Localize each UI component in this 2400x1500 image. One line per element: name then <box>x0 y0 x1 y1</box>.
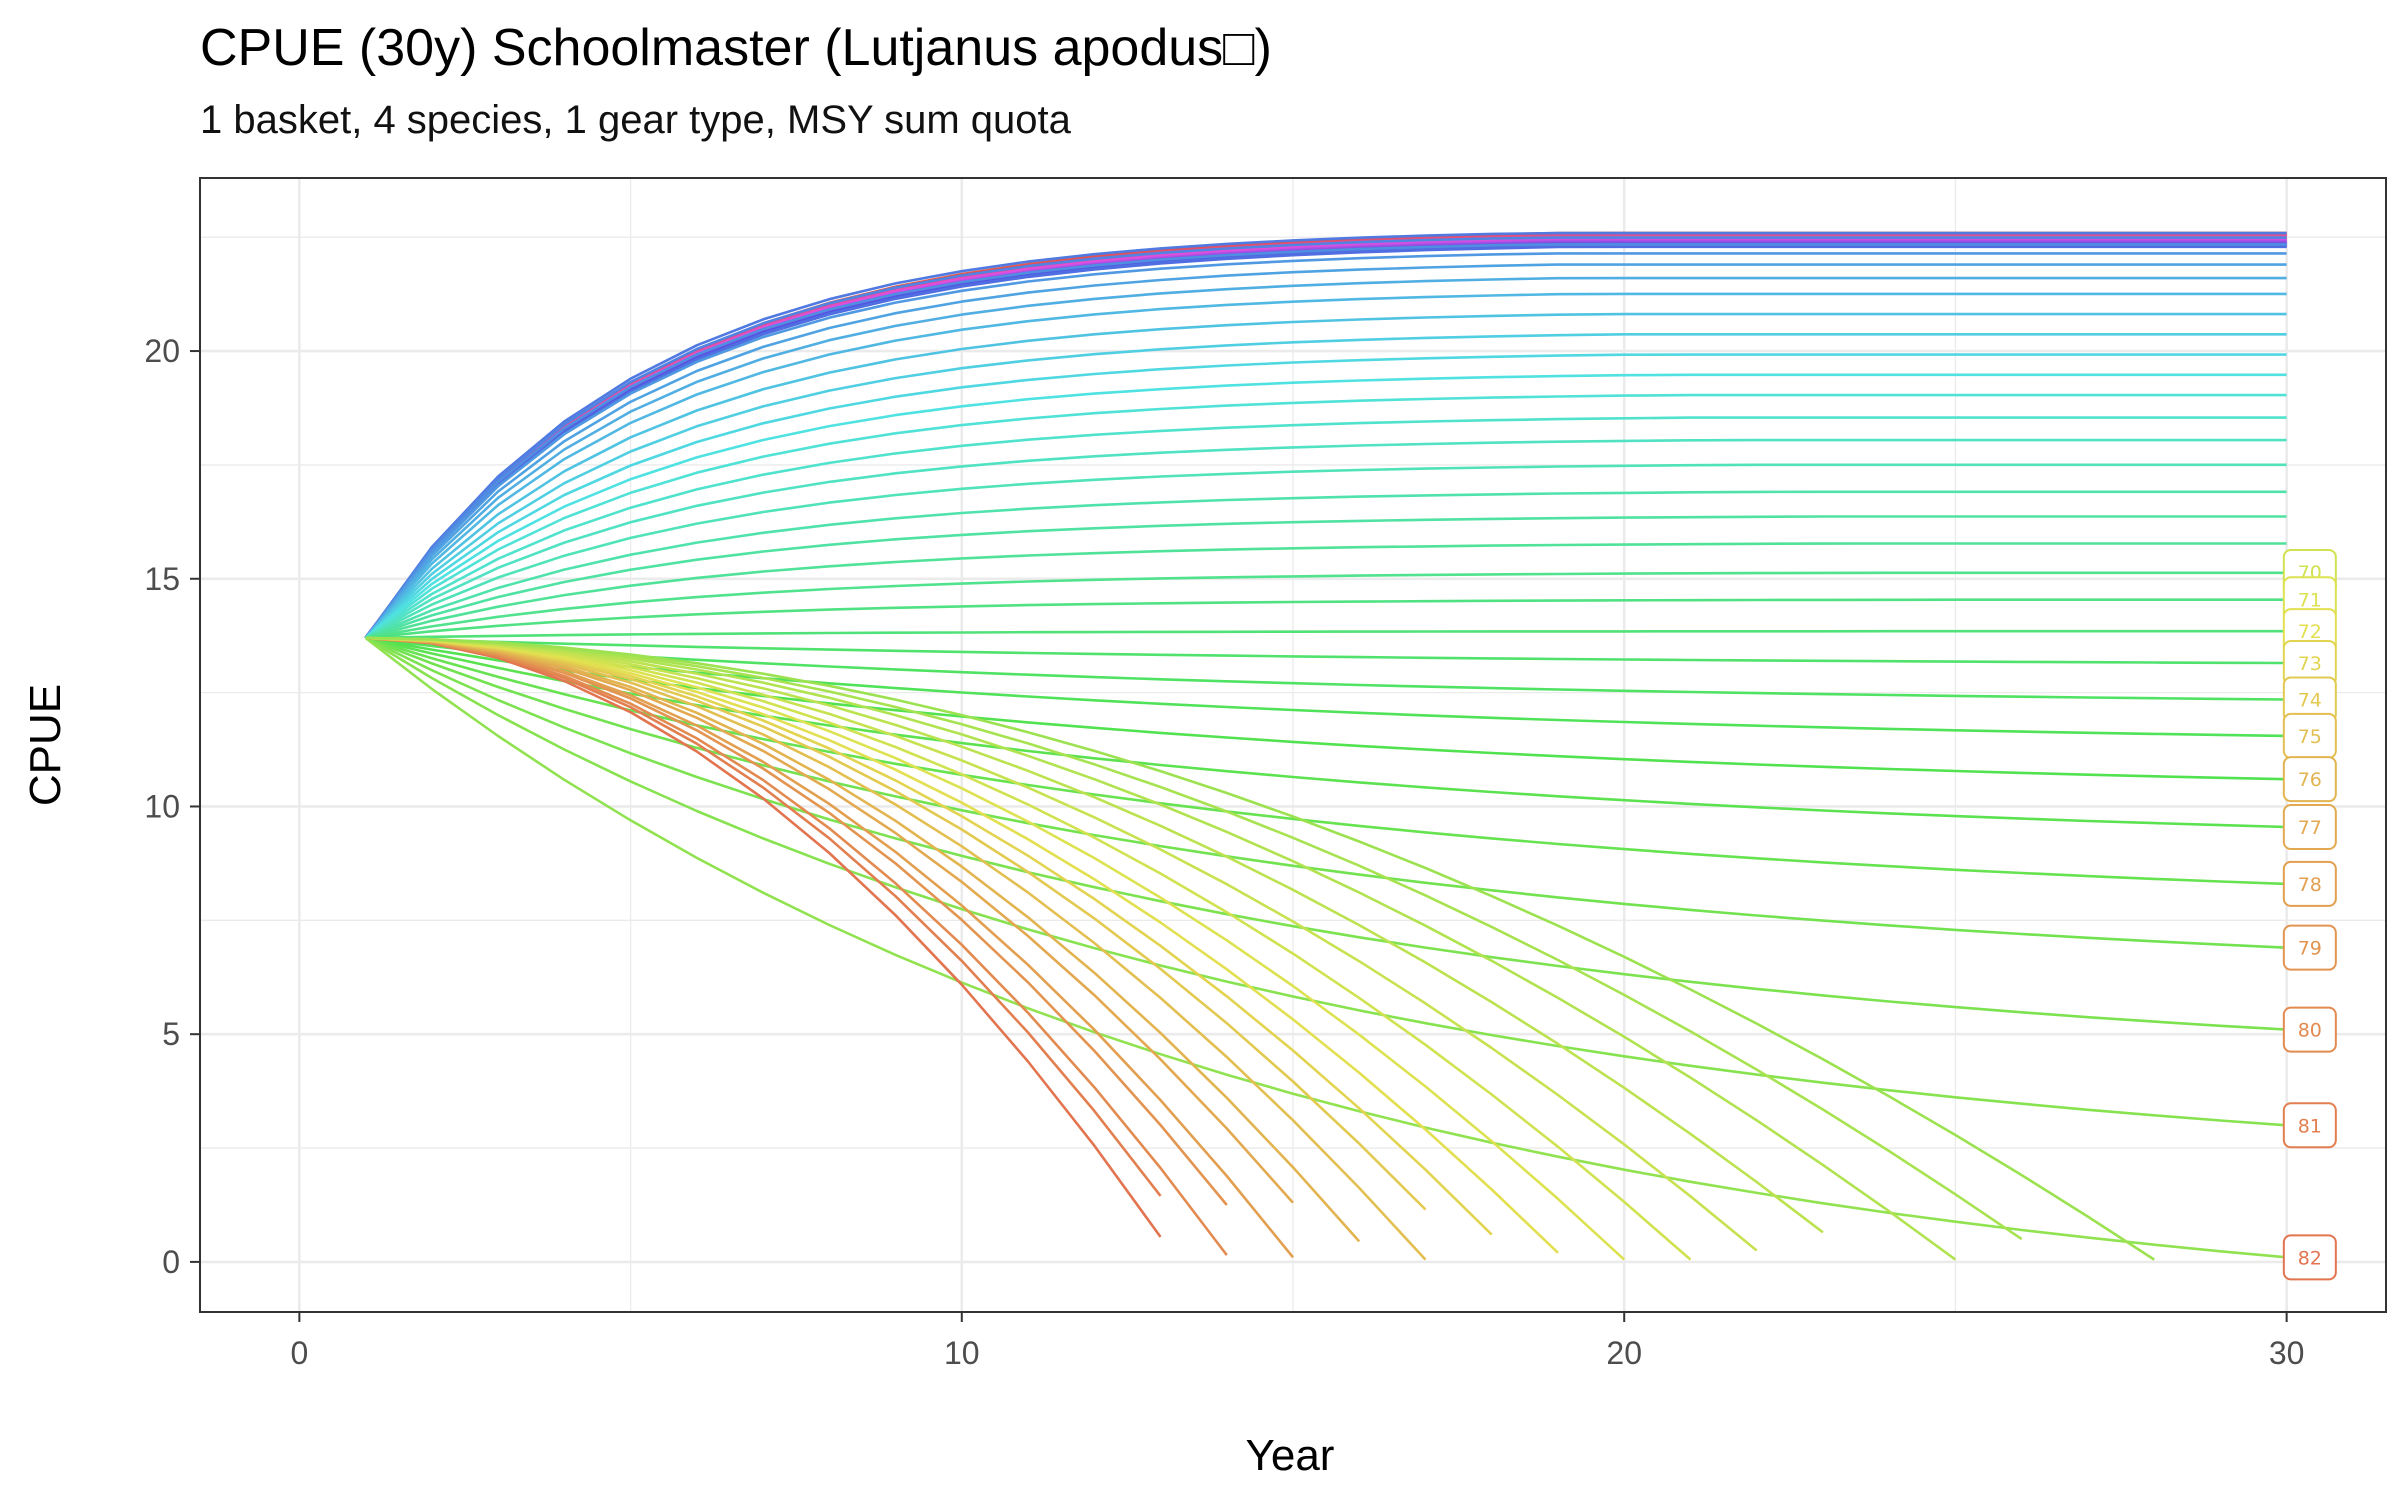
end-label-text: 74 <box>2298 689 2322 711</box>
end-label: 75 <box>2282 712 2337 759</box>
end-label-text: 76 <box>2298 769 2322 791</box>
series-line <box>365 636 1427 1261</box>
series-line <box>364 416 2287 640</box>
end-label: 76 <box>2282 756 2337 803</box>
series-line <box>364 438 2287 640</box>
end-label-text: 77 <box>2298 817 2322 839</box>
y-axis-title: CPUE <box>21 684 70 806</box>
end-label-box <box>2282 1234 2337 1281</box>
series-line <box>365 636 1295 1259</box>
end-label-text: 71 <box>2298 589 2322 611</box>
series-line <box>365 636 1626 1261</box>
series-line <box>364 393 2287 640</box>
end-label-text: 78 <box>2298 874 2322 896</box>
y-tick-label: 0 <box>162 1244 180 1280</box>
end-label: 74 <box>2282 676 2337 723</box>
y-tick-label: 5 <box>162 1016 180 1052</box>
end-label: 82 <box>2282 1234 2337 1281</box>
series-line <box>364 636 2287 1259</box>
series-line <box>365 636 2023 1241</box>
end-label: 81 <box>2282 1102 2337 1149</box>
end-label-text: 81 <box>2298 1115 2322 1137</box>
chart-subtitle: 1 basket, 4 species, 1 gear type, MSY su… <box>200 98 1071 142</box>
end-label-text: 82 <box>2298 1247 2322 1269</box>
grid-lines <box>200 178 2386 1312</box>
x-tick-label: 0 <box>290 1335 308 1371</box>
panel-border <box>199 177 2387 1313</box>
series-line <box>365 542 2287 640</box>
end-label: 79 <box>2282 924 2337 971</box>
series-line <box>365 636 1493 1236</box>
end-label-box <box>2282 1102 2337 1149</box>
series-line <box>364 263 2287 639</box>
series-line <box>364 245 2287 639</box>
series-line <box>365 636 2287 886</box>
series-line <box>365 636 2287 781</box>
end-label-box <box>2282 924 2337 971</box>
end-label-box <box>2282 756 2337 803</box>
series-line <box>365 636 1361 1243</box>
series-line <box>365 636 2287 665</box>
series-line <box>365 636 1692 1261</box>
end-label-box <box>2282 860 2337 907</box>
end-label-text: 80 <box>2298 1020 2322 1042</box>
series-line <box>364 231 2287 639</box>
series-line <box>365 636 1758 1252</box>
series-line <box>364 252 2287 639</box>
series-line <box>364 292 2287 639</box>
x-tick-label: 20 <box>1606 1335 1642 1371</box>
end-label: 78 <box>2282 860 2337 907</box>
series-line <box>364 333 2287 639</box>
series-line <box>364 243 2287 639</box>
series-lines <box>364 231 2287 1261</box>
axis-ticks: 0 10 20 30 0 5 10 15 20 <box>144 333 2304 1371</box>
series-line <box>365 636 1228 1256</box>
y-tick-label: 20 <box>144 333 180 369</box>
series-line <box>365 636 1559 1254</box>
series-line <box>365 636 2155 1261</box>
series-line <box>364 636 2287 1127</box>
chart-title: CPUE (30y) Schoolmaster (Lutjanus apodus… <box>200 19 1272 77</box>
x-tick-label: 30 <box>2269 1335 2305 1371</box>
y-tick-label: 15 <box>144 561 180 597</box>
x-tick-label: 10 <box>944 1335 980 1371</box>
series-line <box>364 312 2287 639</box>
series-line <box>365 636 1427 1211</box>
series-line <box>365 636 1162 1238</box>
series-line <box>365 636 1824 1234</box>
series-line <box>364 236 2287 639</box>
x-axis-title: Year <box>1246 1431 1335 1480</box>
end-label: 77 <box>2282 803 2337 850</box>
series-line <box>365 636 2287 701</box>
end-label: 80 <box>2282 1006 2337 1053</box>
series-line <box>365 598 2287 640</box>
series-line <box>365 490 2287 640</box>
series-line <box>365 636 1957 1261</box>
end-label-box <box>2282 1006 2337 1053</box>
end-label-text: 73 <box>2298 653 2322 675</box>
series-line <box>364 276 2287 639</box>
y-tick-label: 10 <box>144 788 180 824</box>
end-label-text: 75 <box>2298 726 2322 748</box>
series-line <box>364 373 2287 640</box>
series-line <box>364 353 2287 639</box>
end-label-text: 72 <box>2298 621 2322 643</box>
series-line <box>365 629 2287 640</box>
end-label-text: 79 <box>2298 938 2322 960</box>
series-line <box>365 636 2287 1031</box>
series-line <box>365 463 2287 640</box>
end-label-box <box>2282 803 2337 850</box>
series-line <box>365 571 2287 640</box>
series-line <box>365 515 2287 640</box>
